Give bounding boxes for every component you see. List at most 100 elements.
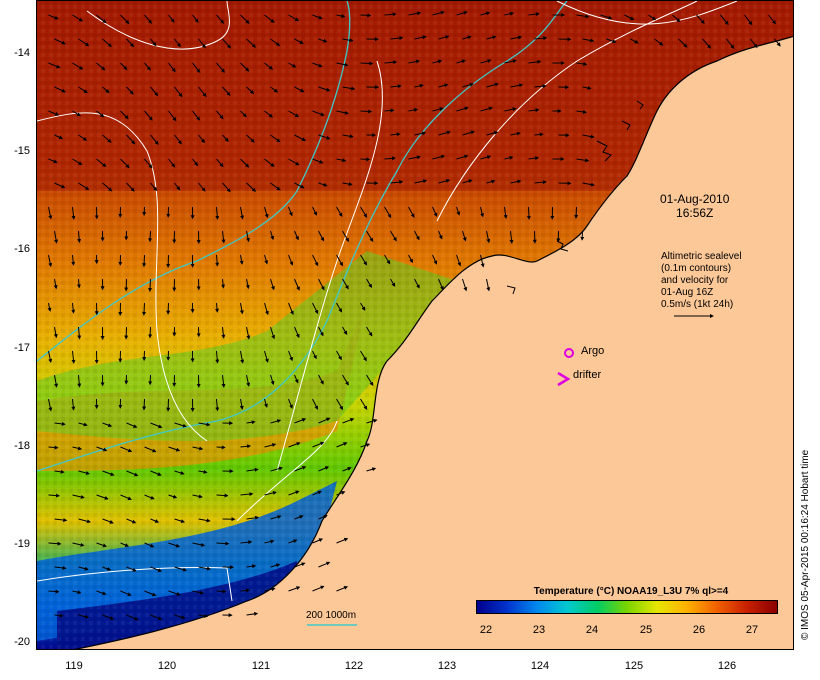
velocity-arrow (366, 326, 373, 337)
velocity-arrow (246, 38, 256, 48)
velocity-arrow (462, 278, 468, 292)
velocity-arrow (264, 62, 274, 70)
velocity-arrow (264, 539, 275, 544)
velocity-arrow (240, 492, 254, 497)
velocity-arrow (654, 38, 664, 46)
velocity-arrow (96, 110, 105, 118)
velocity-arrow (222, 134, 229, 143)
lon-tick: 126 (717, 660, 737, 672)
velocity-arrow (414, 83, 424, 88)
velocity-arrow (486, 179, 496, 184)
velocity-arrow (168, 446, 181, 452)
velocity-arrow (384, 12, 397, 17)
velocity-arrow (78, 134, 88, 141)
velocity-arrow (534, 36, 548, 41)
velocity-arrow (222, 38, 232, 49)
velocity-arrow (54, 182, 66, 189)
velocity-arrow (366, 374, 374, 387)
velocity-arrow (54, 374, 59, 388)
velocity-arrow (312, 398, 318, 410)
velocity-arrow (318, 38, 328, 43)
velocity-arrow (216, 158, 224, 168)
lon-tick: 123 (437, 660, 457, 672)
velocity-arrow (342, 38, 354, 43)
velocity-arrow (53, 326, 58, 339)
velocity-arrow (600, 14, 613, 20)
velocity-arrow (528, 156, 540, 161)
velocity-arrow (480, 106, 493, 112)
velocity-arrow (120, 110, 129, 120)
velocity-arrow (672, 14, 681, 23)
velocity-arrow (102, 38, 112, 48)
velocity-arrow (102, 470, 115, 476)
velocity-arrow (246, 374, 251, 387)
velocity-arrow (246, 182, 257, 192)
velocity-arrow (390, 230, 397, 242)
colorbar-tick: 26 (692, 624, 706, 636)
velocity-arrow (192, 14, 199, 23)
velocity-arrow (318, 86, 331, 92)
velocity-arrow (78, 86, 88, 94)
velocity-arrow (408, 155, 421, 160)
bathy-200m (37, 1, 568, 472)
velocity-arrow (414, 35, 427, 40)
velocity-arrow (264, 110, 273, 118)
altimetry-line: 0.5m/s (1kt 24h) (661, 299, 734, 310)
velocity-arrow (192, 494, 203, 499)
velocity-arrow (408, 11, 422, 16)
velocity-arrow (294, 374, 299, 384)
velocity-arrow (312, 158, 324, 164)
velocity-arrow (126, 470, 139, 477)
velocity-arrow (246, 326, 251, 340)
velocity-arrow (480, 59, 492, 64)
velocity-arrow (510, 179, 522, 184)
velocity-arrow (246, 86, 255, 95)
velocity-arrow (215, 254, 220, 267)
velocity-arrow (239, 398, 244, 410)
velocity-arrow (240, 588, 251, 593)
velocity-arrow (71, 398, 76, 411)
velocity-arrow (486, 82, 499, 88)
velocity-arrow (192, 446, 204, 451)
lat-tick: -15 (14, 145, 30, 157)
velocity-arrow (264, 254, 269, 265)
velocity-arrow (270, 230, 275, 241)
velocity-arrow (246, 467, 259, 472)
velocity-arrow (528, 12, 540, 17)
velocity-arrow (216, 541, 230, 546)
velocity-arrow (216, 589, 227, 594)
velocity-arrow (576, 14, 590, 19)
velocity-arrow (744, 14, 753, 26)
island-cluster (506, 100, 644, 295)
velocity-arrow (144, 494, 155, 500)
velocity-arrow (270, 515, 282, 520)
velocity-arrow (54, 421, 66, 426)
lon-tick: 120 (157, 660, 177, 672)
velocity-arrow (456, 59, 466, 64)
altimetry-legend: Altimetric sealevel (0.1m contours) and … (661, 251, 742, 311)
velocity-arrow (150, 614, 163, 621)
velocity-arrow (270, 466, 283, 472)
velocity-arrow (240, 444, 252, 449)
velocity-arrow (294, 466, 307, 472)
velocity-arrow (150, 470, 162, 476)
velocity-arrow (168, 494, 178, 499)
sst-map[interactable] (36, 0, 794, 650)
lat-tick: -14 (14, 47, 30, 59)
velocity-arrow (432, 10, 445, 16)
velocity-arrow (96, 14, 107, 24)
velocity-arrow (582, 182, 595, 187)
velocity-arrow (390, 278, 396, 287)
velocity-arrow (72, 542, 85, 547)
velocity-arrow (240, 158, 250, 168)
velocity-arrow (270, 563, 281, 568)
velocity-arrow (47, 302, 52, 312)
velocity-arrow (408, 59, 421, 64)
velocity-arrow (72, 158, 83, 166)
velocity-arrow (96, 446, 108, 452)
velocity-arrow (504, 59, 517, 64)
velocity-arrow (264, 350, 269, 363)
velocity-arrow (96, 158, 107, 168)
map-canvas (37, 1, 793, 649)
velocity-arrow (270, 38, 281, 47)
